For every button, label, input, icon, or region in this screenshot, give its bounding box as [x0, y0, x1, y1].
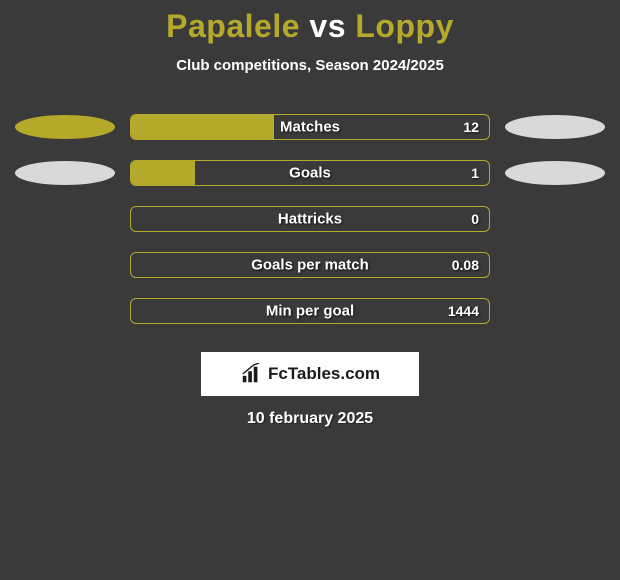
stat-bar-value: 12 [463, 119, 479, 135]
row-left-side [0, 161, 130, 185]
stat-bar-label: Goals [289, 165, 331, 182]
chart-icon [240, 363, 262, 385]
stat-bar-label: Min per goal [266, 303, 354, 320]
stat-row: Matches 12 [0, 104, 620, 150]
stat-bar-label: Goals per match [251, 257, 369, 274]
stat-bar: Hattricks 0 [130, 206, 490, 232]
brand-box: FcTables.com [201, 352, 419, 396]
row-left-side [0, 115, 130, 139]
stat-row: Goals per match 0.08 [0, 242, 620, 288]
page-title: Papalele vs Loppy [0, 8, 620, 45]
stat-bar: Goals per match 0.08 [130, 252, 490, 278]
stat-row: Goals 1 [0, 150, 620, 196]
row-right-side [490, 115, 620, 139]
date-text: 10 february 2025 [0, 410, 620, 428]
title-vs: vs [309, 8, 346, 44]
right-ellipse-icon [505, 115, 605, 139]
title-player1: Papalele [166, 8, 300, 44]
comparison-container: Papalele vs Loppy Club competitions, Sea… [0, 0, 620, 428]
left-ellipse-icon [15, 161, 115, 185]
row-right-side [490, 161, 620, 185]
brand-text: FcTables.com [268, 364, 380, 384]
stat-bar-fill [131, 115, 274, 139]
stat-bar-label: Matches [280, 119, 340, 136]
stat-bar-fill [131, 161, 195, 185]
subtitle: Club competitions, Season 2024/2025 [0, 57, 620, 74]
right-ellipse-icon [505, 161, 605, 185]
stat-rows: Matches 12 Goals 1 Hattricks 0 Goals per match… [0, 104, 620, 334]
stat-bar: Goals 1 [130, 160, 490, 186]
stat-bar: Min per goal 1444 [130, 298, 490, 324]
title-player2: Loppy [355, 8, 453, 44]
left-ellipse-icon [15, 115, 115, 139]
stat-row: Min per goal 1444 [0, 288, 620, 334]
stat-bar-label: Hattricks [278, 211, 342, 228]
stat-row: Hattricks 0 [0, 196, 620, 242]
stat-bar-value: 0.08 [452, 257, 479, 273]
stat-bar-value: 1444 [448, 303, 479, 319]
stat-bar-value: 0 [471, 211, 479, 227]
stat-bar: Matches 12 [130, 114, 490, 140]
stat-bar-value: 1 [471, 165, 479, 181]
